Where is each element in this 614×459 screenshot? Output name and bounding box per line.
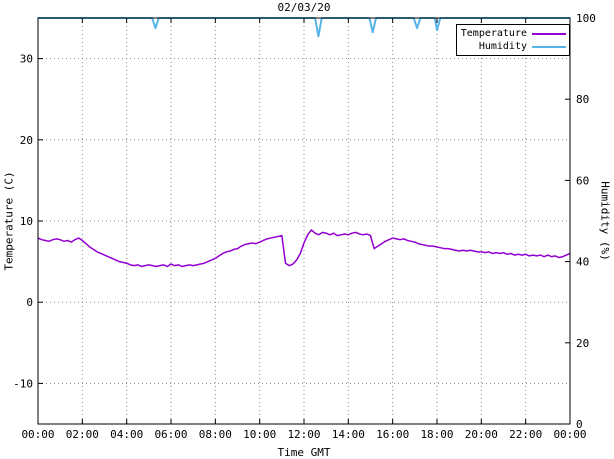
legend-line-temperature: [532, 32, 566, 35]
x-tick-label: 22:00: [509, 428, 542, 441]
y-left-axis-title: Temperature (C): [2, 171, 16, 271]
x-tick-label: 08:00: [199, 428, 232, 441]
x-tick-label: 14:00: [332, 428, 365, 441]
legend-label-temperature: Temperature: [460, 28, 527, 39]
x-tick-label: 00:00: [21, 428, 54, 441]
legend-item-humidity: Humidity: [457, 40, 569, 53]
x-tick-label: 10:00: [243, 428, 276, 441]
y-right-tick-label: 60: [576, 174, 589, 187]
x-tick-label: 12:00: [287, 428, 320, 441]
x-axis-title: Time GMT: [277, 446, 331, 459]
humidity-line: [38, 17, 570, 38]
x-tick-label: 04:00: [110, 428, 143, 441]
legend-item-temperature: Temperature: [457, 27, 569, 40]
x-tick-label: 18:00: [420, 428, 453, 441]
y-left-tick-label: 0: [26, 296, 33, 309]
y-right-tick-label: 0: [576, 418, 583, 431]
y-left-tick-label: 20: [20, 134, 33, 147]
y-right-tick-label: 20: [576, 337, 589, 350]
legend: Temperature Humidity: [456, 24, 570, 56]
legend-line-humidity: [532, 45, 566, 48]
y-left-tick-label: 10: [20, 215, 33, 228]
x-tick-label: 06:00: [154, 428, 187, 441]
y-right-tick-label: 40: [576, 256, 589, 269]
y-left-tick-label: -10: [13, 377, 33, 390]
x-tick-label: 20:00: [465, 428, 498, 441]
y-right-tick-label: 80: [576, 93, 589, 106]
x-tick-label: 16:00: [376, 428, 409, 441]
y-right-tick-label: 100: [576, 12, 596, 25]
y-right-axis-title: Humidity (%): [598, 181, 612, 261]
chart-title: 02/03/20: [277, 1, 331, 14]
temperature-line: [37, 229, 571, 268]
legend-label-humidity: Humidity: [478, 41, 527, 52]
x-tick-label: 00:00: [553, 428, 586, 441]
x-tick-label: 02:00: [66, 428, 99, 441]
y-left-tick-label: 30: [20, 53, 33, 66]
